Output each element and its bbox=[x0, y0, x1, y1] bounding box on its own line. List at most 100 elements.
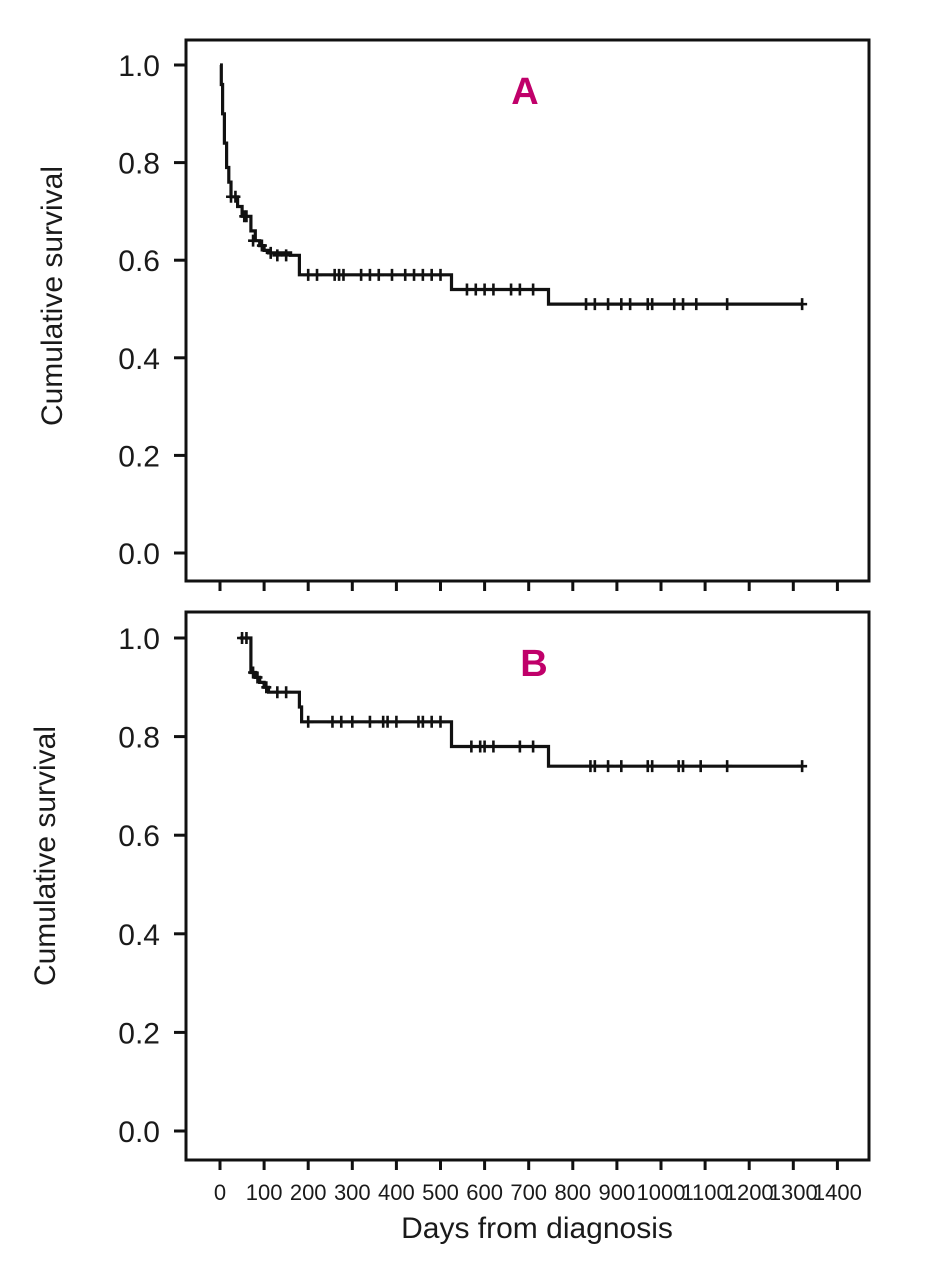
censor-mark bbox=[435, 268, 446, 281]
censor-mark bbox=[488, 283, 499, 296]
censor-mark bbox=[797, 298, 808, 311]
y-tick-label: 0.4 bbox=[118, 919, 160, 952]
censor-mark bbox=[312, 268, 323, 281]
censor-mark bbox=[373, 268, 384, 281]
y-tick-label: 0.6 bbox=[118, 820, 160, 853]
censor-mark bbox=[647, 760, 658, 773]
panel-letter: B bbox=[520, 643, 547, 685]
censor-mark bbox=[248, 234, 259, 247]
plot-frame bbox=[184, 610, 871, 1162]
x-tick-label: 100 bbox=[246, 1180, 283, 1205]
x-tick-label: 0 bbox=[214, 1180, 226, 1205]
censor-mark bbox=[364, 715, 375, 728]
censor-mark bbox=[303, 268, 314, 281]
censor-mark bbox=[466, 740, 477, 753]
plot-frame bbox=[184, 38, 871, 583]
censor-mark bbox=[581, 298, 592, 311]
censor-mark bbox=[435, 715, 446, 728]
x-axis-label: Days from diagnosis bbox=[401, 1212, 673, 1245]
censor-mark bbox=[426, 268, 437, 281]
censor-mark bbox=[347, 715, 358, 728]
x-tick-label: 1300 bbox=[769, 1180, 818, 1205]
censor-mark bbox=[327, 715, 338, 728]
censor-mark bbox=[272, 249, 283, 262]
x-tick-label: 300 bbox=[334, 1180, 371, 1205]
y-tick-label: 0.0 bbox=[118, 1116, 160, 1149]
y-tick-label: 0.2 bbox=[118, 440, 160, 473]
y-tick-label: 0.2 bbox=[118, 1017, 160, 1050]
censor-mark bbox=[625, 298, 636, 311]
x-tick-label: 200 bbox=[290, 1180, 327, 1205]
y-tick-label: 0.6 bbox=[118, 245, 160, 278]
censor-mark bbox=[479, 283, 490, 296]
censor-mark bbox=[589, 298, 600, 311]
x-tick-label: 500 bbox=[422, 1180, 459, 1205]
y-tick-label: 0.8 bbox=[118, 722, 160, 755]
censor-mark bbox=[528, 740, 539, 753]
censor-mark bbox=[616, 760, 627, 773]
censor-mark bbox=[461, 283, 472, 296]
censor-mark bbox=[603, 760, 614, 773]
censor-mark bbox=[241, 632, 252, 644]
censor-mark bbox=[281, 686, 292, 699]
censor-mark bbox=[386, 268, 397, 281]
censor-mark bbox=[678, 760, 689, 773]
censor-mark bbox=[417, 715, 428, 728]
x-tick-label: 900 bbox=[599, 1180, 636, 1205]
panel-letter: A bbox=[511, 71, 538, 113]
censor-mark bbox=[506, 283, 517, 296]
censor-mark bbox=[678, 298, 689, 311]
censor-mark bbox=[488, 740, 499, 753]
censor-mark bbox=[616, 298, 627, 311]
x-tick-label: 800 bbox=[554, 1180, 591, 1205]
panel-b: 0.0 0.2 0.4 0.6 0.8 1.0 0 100 200 300 400 500 600 700… bbox=[29, 610, 871, 1205]
censor-mark bbox=[272, 686, 283, 699]
y-tick-label: 0.0 bbox=[118, 538, 160, 571]
censor-mark bbox=[252, 671, 263, 684]
censor-mark bbox=[417, 268, 428, 281]
censor-mark bbox=[391, 715, 402, 728]
censor-mark bbox=[603, 298, 614, 311]
censor-mark bbox=[336, 715, 347, 728]
censor-mark bbox=[409, 268, 420, 281]
censor-mark bbox=[382, 715, 393, 728]
censor-mark bbox=[691, 298, 702, 311]
censor-mark bbox=[400, 268, 411, 281]
censor-mark bbox=[338, 268, 349, 281]
censor-mark bbox=[265, 246, 276, 259]
y-tick-label: 0.8 bbox=[118, 148, 160, 181]
censor-mark bbox=[479, 740, 490, 753]
x-tick-label: 400 bbox=[378, 1180, 415, 1205]
censor-mark bbox=[303, 715, 314, 728]
x-tick-label: 1100 bbox=[681, 1180, 728, 1205]
x-tick-label: 1400 bbox=[813, 1180, 862, 1205]
y-tick-label: 1.0 bbox=[118, 623, 160, 656]
x-tick-label: 600 bbox=[466, 1180, 503, 1205]
x-tick-label: 700 bbox=[510, 1180, 547, 1205]
censor-mark bbox=[722, 760, 733, 773]
censor-mark bbox=[356, 268, 367, 281]
censor-mark bbox=[797, 760, 808, 773]
censor-mark bbox=[514, 283, 525, 296]
censor-mark bbox=[528, 283, 539, 296]
censor-mark bbox=[589, 760, 600, 773]
x-tick-label: 1000 bbox=[637, 1180, 686, 1205]
censor-mark bbox=[695, 760, 706, 773]
y-tick-label: 0.4 bbox=[118, 343, 160, 376]
censor-mark bbox=[514, 740, 525, 753]
censor-mark bbox=[261, 681, 272, 694]
censor-mark bbox=[256, 239, 267, 252]
censor-mark bbox=[722, 298, 733, 311]
censor-mark bbox=[364, 268, 375, 281]
panel-a: 0.0 0.2 0.4 0.6 0.8 1.0 A Cumulative survival bbox=[36, 38, 871, 591]
y-axis-label: Cumulative survival bbox=[29, 726, 62, 986]
y-axis-label: Cumulative survival bbox=[36, 166, 69, 426]
censor-mark bbox=[281, 249, 292, 262]
x-tick-label: 1200 bbox=[725, 1180, 774, 1205]
y-tick-label: 1.0 bbox=[118, 50, 160, 83]
censor-mark bbox=[470, 283, 481, 296]
censor-mark bbox=[669, 298, 680, 311]
censor-mark bbox=[241, 210, 252, 223]
censor-mark bbox=[647, 298, 658, 311]
